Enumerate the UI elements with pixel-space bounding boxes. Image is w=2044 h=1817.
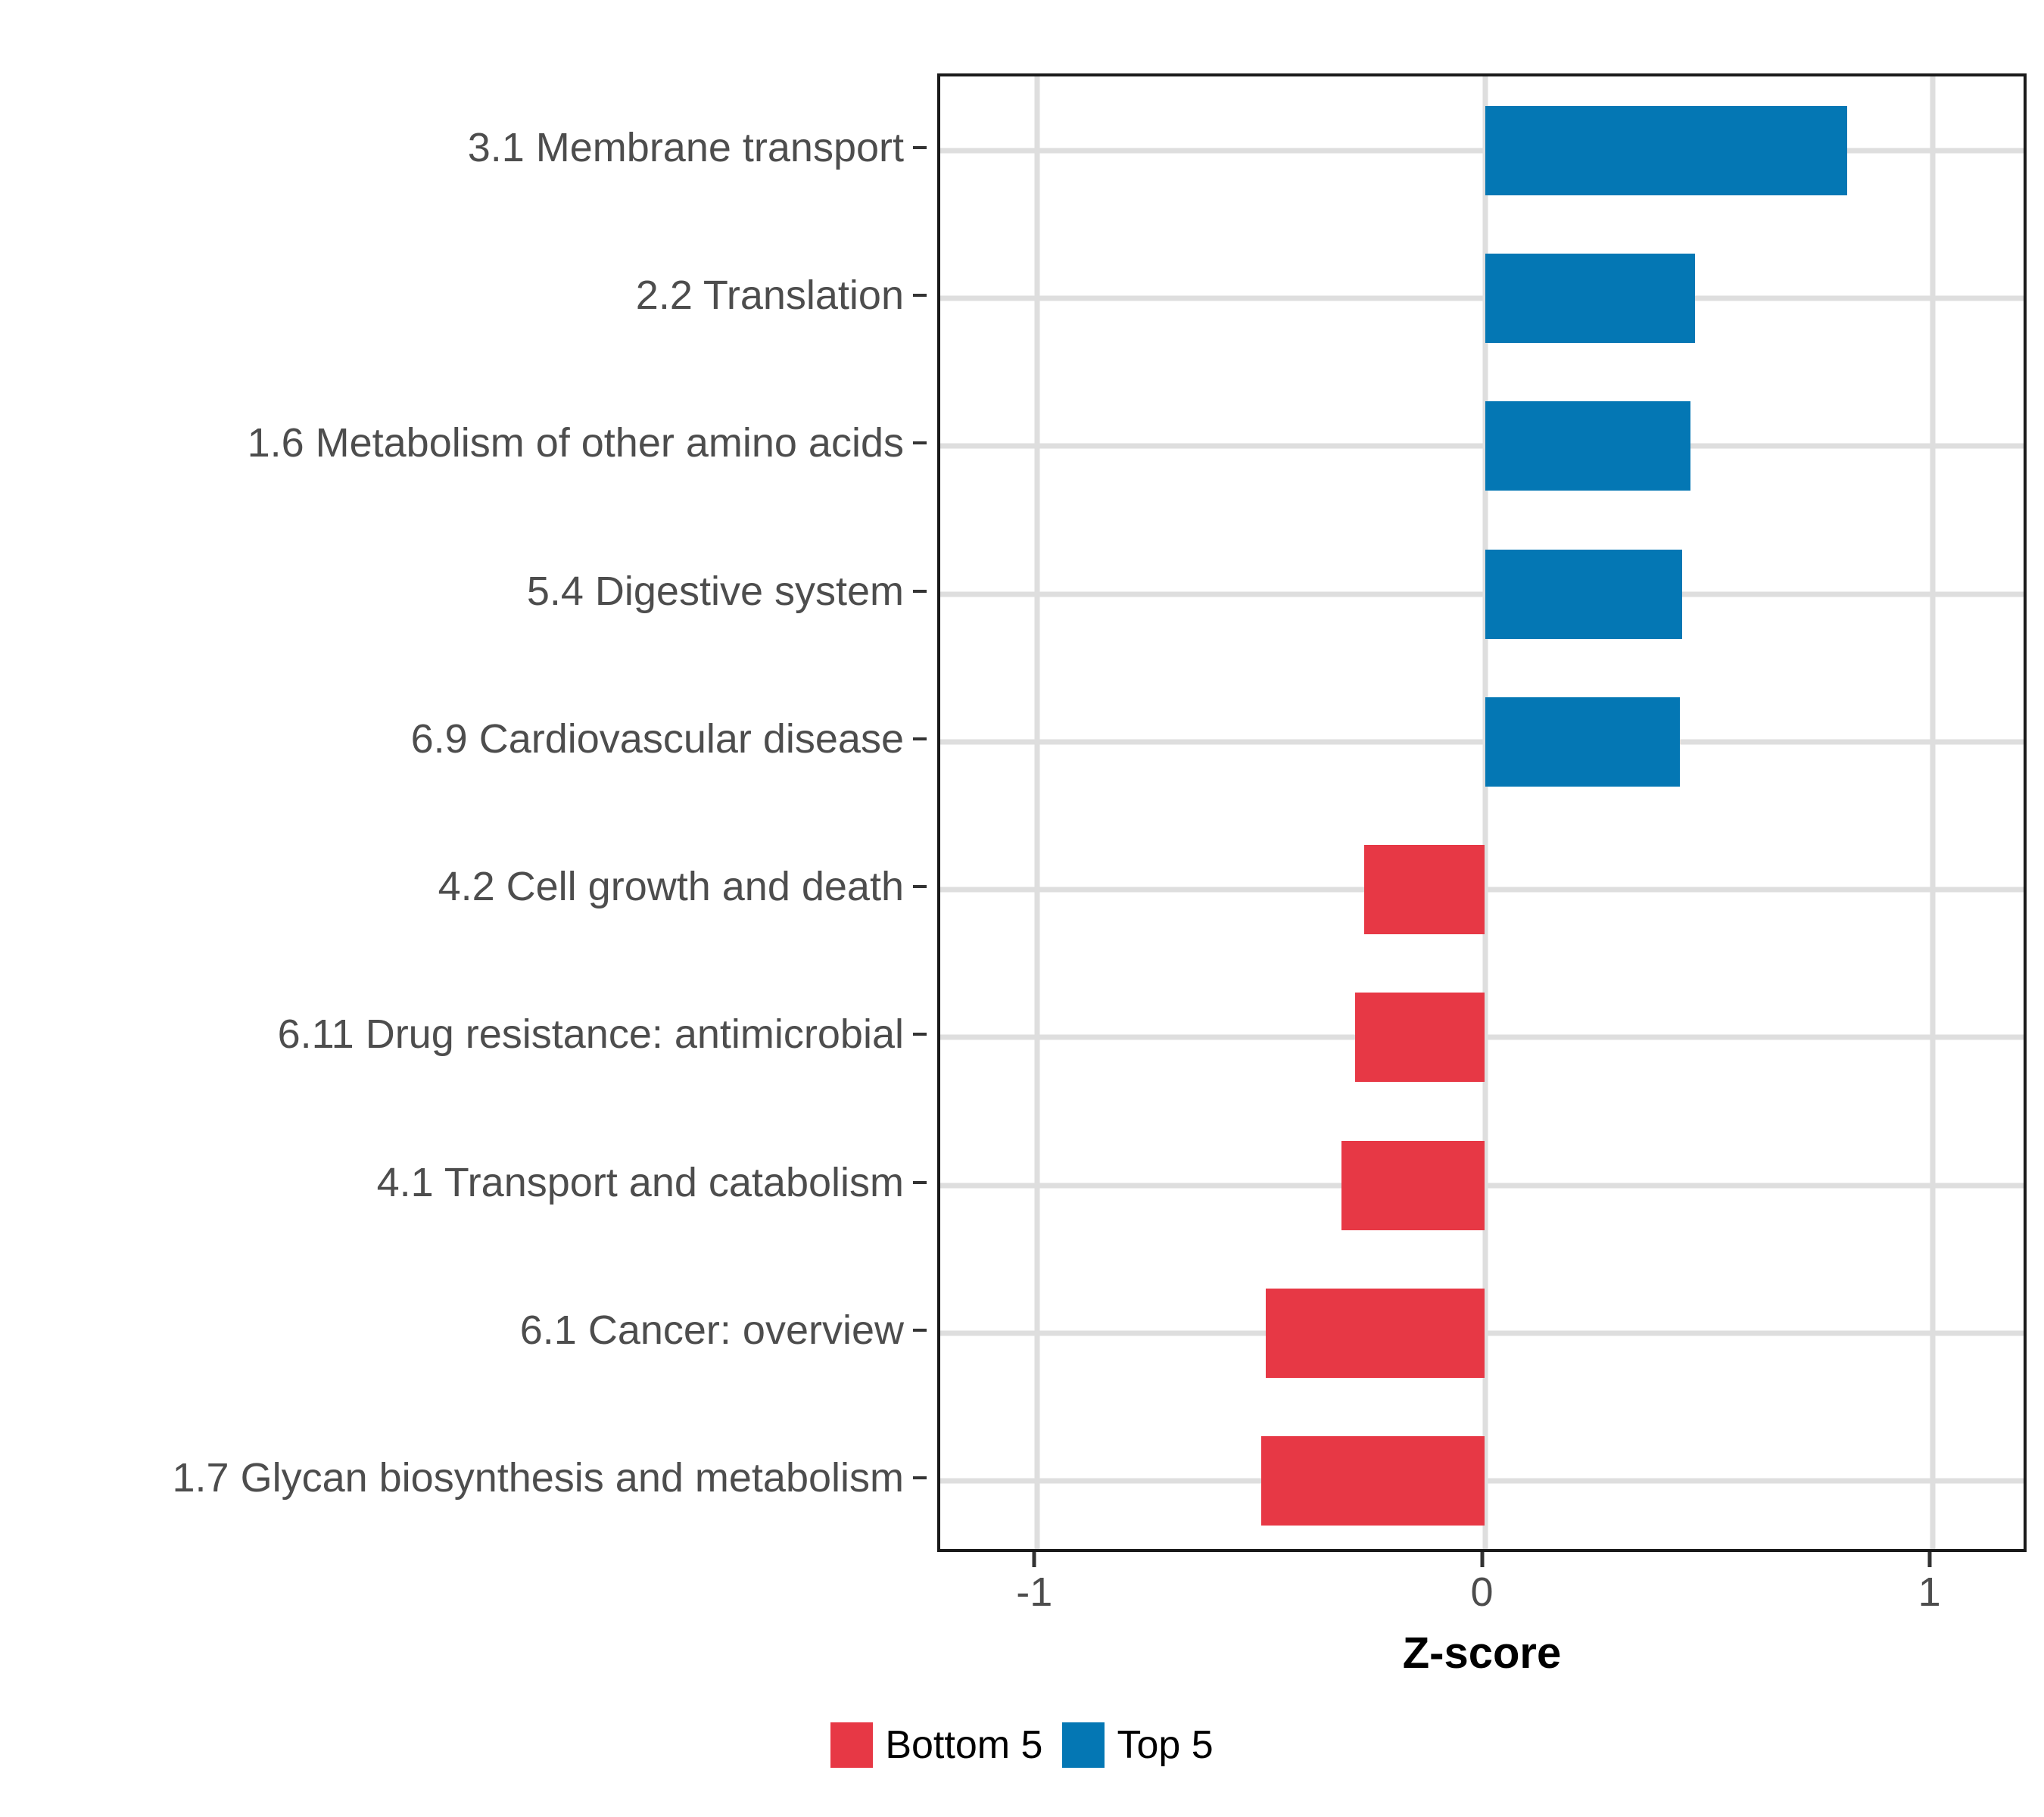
x-axis-tick-mark xyxy=(1480,1552,1484,1567)
x-axis: -1 0 1 xyxy=(937,1552,2027,1666)
gridline-horizontal xyxy=(940,148,2024,154)
y-axis-tick-label: 1.6 Metabolism of other amino acids xyxy=(247,420,904,466)
bar[interactable] xyxy=(1260,1436,1485,1526)
x-axis-tick-label: -1 xyxy=(1016,1569,1053,1615)
y-axis-tick-label-row: 1.6 Metabolism of other amino acids xyxy=(0,409,913,477)
gridline-vertical xyxy=(1930,76,1936,1549)
y-axis-tick-label: 5.4 Digestive system xyxy=(526,568,904,614)
y-axis-tick-mark xyxy=(913,145,927,149)
bar[interactable] xyxy=(1341,1140,1485,1230)
y-axis-tick-mark xyxy=(913,589,927,593)
y-axis-tick-label-row: 1.7 Glycan biosynthesis and metabolism xyxy=(0,1444,913,1512)
x-axis-title: Z-score xyxy=(1402,1628,1562,1678)
bar[interactable] xyxy=(1485,253,1696,343)
y-axis-tick-mark xyxy=(913,293,927,297)
bar[interactable] xyxy=(1485,697,1680,787)
y-axis-tick-mark xyxy=(913,1180,927,1184)
y-axis-tick-label: 6.9 Cardiovascular disease xyxy=(410,715,904,762)
bar[interactable] xyxy=(1265,1289,1485,1379)
chart-legend: Bottom 5 Top 5 xyxy=(0,1722,2044,1768)
plot-panel xyxy=(937,73,2027,1552)
gridline-horizontal xyxy=(940,591,2024,597)
y-axis-labels: 3.1 Membrane transport 2.2 Translation 1.6… xyxy=(0,73,927,1552)
x-axis-tick-label: 0 xyxy=(1470,1569,1494,1615)
y-axis-tick-label-row: 6.11 Drug resistance: antimicrobial xyxy=(0,1000,913,1068)
y-axis-tick-label: 1.7 Glycan biosynthesis and metabolism xyxy=(172,1455,905,1501)
y-axis-tick-label: 4.1 Transport and catabolism xyxy=(376,1159,904,1205)
y-axis-tick-label: 6.11 Drug resistance: antimicrobial xyxy=(277,1011,904,1058)
y-axis-tick-label-row: 5.4 Digestive system xyxy=(0,557,913,625)
bar[interactable] xyxy=(1355,993,1485,1083)
legend-swatch xyxy=(830,1722,874,1768)
gridline-vertical xyxy=(1482,76,1488,1549)
y-axis-tick-label-row: 6.9 Cardiovascular disease xyxy=(0,705,913,773)
y-axis-tick-label-row: 4.2 Cell growth and death xyxy=(0,852,913,921)
gridline-horizontal xyxy=(940,443,2024,449)
y-axis-tick-label-row: 4.1 Transport and catabolism xyxy=(0,1148,913,1217)
y-axis-tick-label-row: 3.1 Membrane transport xyxy=(0,114,913,182)
bar[interactable] xyxy=(1485,401,1691,491)
y-axis-tick-mark xyxy=(913,737,927,740)
bar[interactable] xyxy=(1485,105,1848,195)
y-axis-tick-label: 3.1 Membrane transport xyxy=(467,124,904,170)
legend-entry[interactable]: Top 5 xyxy=(1062,1722,1214,1768)
y-axis-tick-label-row: 6.1 Cancer: overview xyxy=(0,1296,913,1364)
bar[interactable] xyxy=(1363,845,1485,935)
y-axis-tick-label: 4.2 Cell growth and death xyxy=(438,864,904,910)
x-axis-tick-mark xyxy=(1927,1552,1932,1567)
legend-swatch xyxy=(1062,1722,1105,1768)
y-axis-tick-mark xyxy=(913,1329,927,1332)
y-axis-tick-mark xyxy=(913,1033,927,1036)
y-axis-tick-label-row: 2.2 Translation xyxy=(0,261,913,329)
gridline-horizontal xyxy=(940,295,2024,301)
gridline-horizontal xyxy=(940,739,2024,745)
x-axis-tick-label: 1 xyxy=(1918,1569,1941,1615)
y-axis-tick-label: 6.1 Cancer: overview xyxy=(519,1307,904,1354)
gridline-vertical xyxy=(1034,76,1040,1549)
y-axis-tick-label: 2.2 Translation xyxy=(635,272,904,318)
legend-entry[interactable]: Bottom 5 xyxy=(830,1722,1042,1768)
y-axis-tick-mark xyxy=(913,441,927,445)
y-axis-tick-mark xyxy=(913,885,927,889)
bar[interactable] xyxy=(1485,549,1682,639)
x-axis-tick-mark xyxy=(1032,1552,1036,1567)
y-axis-tick-mark xyxy=(913,1476,927,1480)
legend-label: Top 5 xyxy=(1117,1723,1214,1767)
legend-label: Bottom 5 xyxy=(885,1723,1043,1767)
